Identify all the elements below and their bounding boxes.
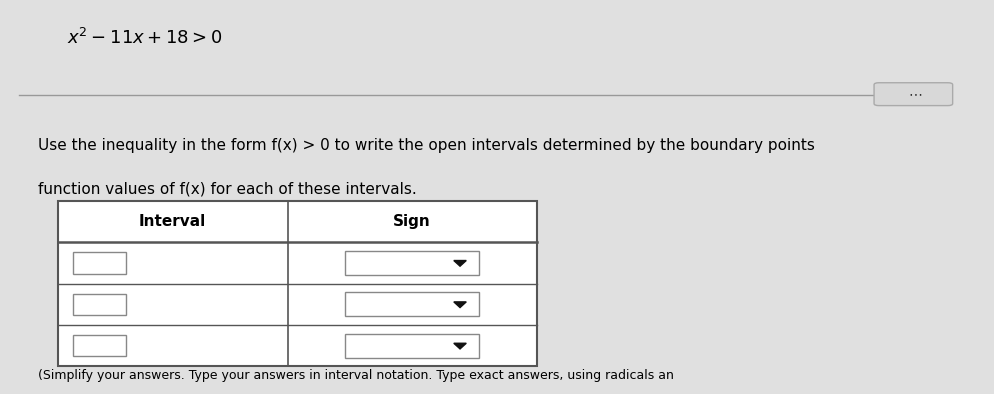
Text: Interval: Interval	[139, 214, 206, 229]
Polygon shape	[453, 343, 466, 349]
Text: function values of f(x) for each of these intervals.: function values of f(x) for each of thes…	[39, 181, 416, 196]
FancyBboxPatch shape	[58, 201, 536, 366]
Text: Use the inequality in the form f(x) > 0 to write the open intervals determined b: Use the inequality in the form f(x) > 0 …	[39, 138, 814, 153]
FancyBboxPatch shape	[73, 335, 125, 357]
Text: ⋯: ⋯	[908, 87, 921, 101]
Text: (Simplify your answers. Type your answers in interval notation. Type exact answe: (Simplify your answers. Type your answer…	[39, 369, 674, 382]
Text: $x^2 - 11x + 18 > 0$: $x^2 - 11x + 18 > 0$	[67, 28, 222, 48]
FancyBboxPatch shape	[873, 83, 951, 106]
Polygon shape	[453, 302, 466, 308]
FancyBboxPatch shape	[73, 294, 125, 315]
FancyBboxPatch shape	[345, 334, 479, 358]
Polygon shape	[453, 260, 466, 266]
Text: Sign: Sign	[393, 214, 430, 229]
FancyBboxPatch shape	[345, 251, 479, 275]
FancyBboxPatch shape	[73, 252, 125, 274]
FancyBboxPatch shape	[345, 292, 479, 316]
